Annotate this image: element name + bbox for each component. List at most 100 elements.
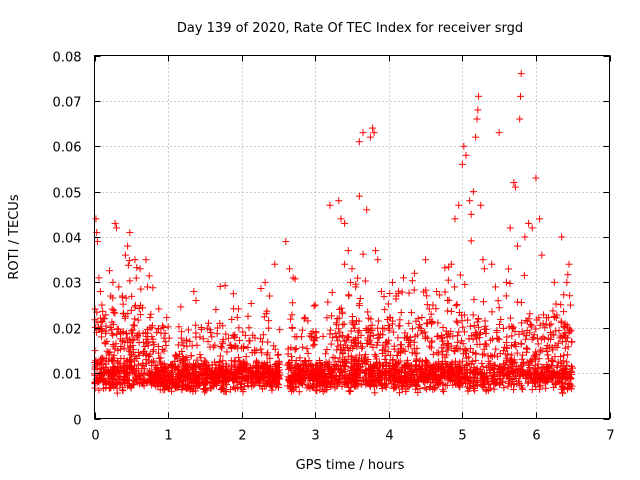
- data-point: [386, 289, 394, 297]
- data-point: [163, 314, 171, 322]
- data-point: [149, 357, 157, 365]
- data-point: [328, 312, 336, 320]
- data-point: [174, 341, 182, 349]
- data-point: [517, 299, 525, 307]
- data-point: [106, 267, 114, 275]
- data-point: [303, 345, 311, 353]
- data-point: [355, 327, 363, 335]
- data-point: [439, 323, 447, 331]
- data-point: [145, 272, 153, 280]
- data-point: [474, 315, 482, 323]
- data-point: [555, 327, 563, 335]
- data-point: [454, 319, 462, 327]
- data-point: [196, 351, 204, 359]
- data-point: [512, 342, 520, 350]
- data-point: [183, 336, 191, 344]
- data-point: [560, 308, 568, 316]
- data-point: [557, 379, 565, 387]
- data-point: [542, 384, 550, 392]
- data-point: [358, 344, 366, 352]
- data-point: [108, 305, 116, 313]
- data-point: [428, 337, 436, 345]
- data-point: [240, 344, 248, 352]
- data-point: [503, 344, 511, 352]
- data-point: [405, 319, 413, 327]
- data-point: [389, 356, 397, 364]
- data-point: [563, 334, 571, 342]
- data-point: [356, 295, 364, 303]
- data-point: [236, 336, 244, 344]
- data-point: [193, 341, 201, 349]
- data-point: [268, 386, 276, 394]
- data-point: [203, 324, 211, 332]
- data-point: [427, 310, 435, 318]
- data-point: [560, 291, 568, 299]
- data-point: [566, 292, 574, 300]
- data-point: [135, 305, 143, 313]
- data-points: [91, 70, 577, 397]
- data-point: [427, 338, 435, 346]
- data-point: [365, 380, 373, 388]
- data-point: [131, 303, 139, 311]
- data-point: [338, 310, 346, 318]
- data-point: [178, 328, 186, 336]
- data-point: [518, 355, 526, 363]
- data-point: [459, 323, 467, 331]
- data-point: [472, 357, 480, 365]
- data-point: [396, 322, 404, 330]
- data-point: [265, 317, 273, 325]
- data-point: [527, 357, 535, 365]
- data-point: [154, 342, 162, 350]
- data-point: [436, 291, 444, 299]
- data-point: [396, 389, 404, 397]
- data-point: [472, 350, 480, 358]
- data-point: [172, 352, 180, 360]
- data-point: [193, 356, 201, 364]
- grid: [94, 55, 610, 419]
- data-point: [339, 321, 347, 329]
- data-point: [177, 334, 185, 342]
- data-point: [440, 387, 448, 395]
- data-point: [542, 345, 550, 353]
- data-point: [260, 313, 268, 321]
- data-point: [244, 312, 252, 320]
- data-point: [361, 360, 369, 368]
- data-point: [223, 348, 231, 356]
- data-point: [134, 316, 142, 324]
- data-point: [466, 322, 474, 330]
- data-point: [452, 301, 460, 309]
- data-point: [160, 324, 168, 332]
- data-point: [109, 331, 117, 339]
- data-point: [510, 386, 518, 394]
- data-point: [266, 354, 274, 362]
- data-point: [546, 321, 554, 329]
- data-point: [128, 292, 136, 300]
- data-point: [532, 325, 540, 333]
- data-point: [389, 328, 397, 336]
- data-point: [106, 348, 114, 356]
- data-point: [460, 328, 468, 336]
- data-point: [329, 334, 337, 342]
- data-point: [396, 357, 404, 365]
- data-point: [178, 339, 186, 347]
- data-point: [333, 333, 341, 341]
- data-point: [207, 329, 215, 337]
- data-point: [479, 298, 487, 306]
- data-point: [158, 322, 166, 330]
- data-point: [496, 350, 504, 358]
- data-point: [257, 284, 265, 292]
- data-point: [222, 362, 230, 370]
- data-point: [409, 325, 417, 333]
- data-point: [432, 305, 440, 313]
- data-point: [99, 307, 107, 315]
- data-point: [336, 305, 344, 313]
- data-point: [310, 302, 318, 310]
- data-point: [425, 305, 433, 313]
- data-point: [257, 345, 265, 353]
- data-point: [371, 351, 379, 359]
- data-point: [430, 385, 438, 393]
- data-point: [304, 349, 312, 357]
- data-point: [519, 351, 527, 359]
- data-point: [518, 319, 526, 327]
